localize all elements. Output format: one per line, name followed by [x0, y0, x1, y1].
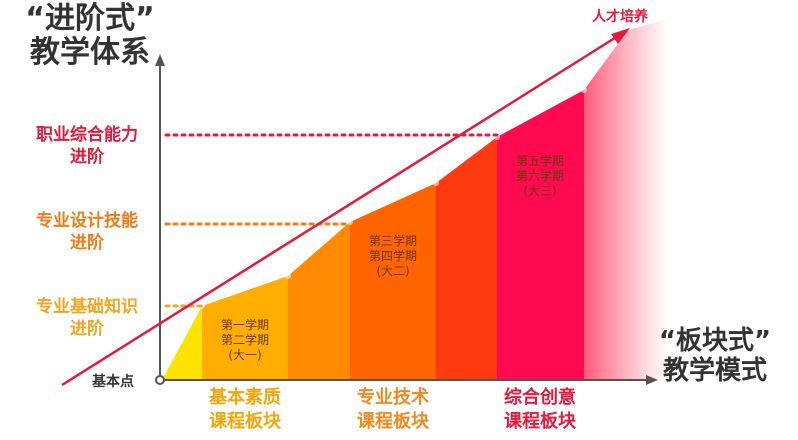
semester-year3-line1: 第五学期: [515, 154, 564, 168]
level-label-foundation-line1: 专业基础知识: [36, 297, 138, 317]
origin-label: 基本点: [92, 374, 134, 390]
mode-title-line2: 教学模式: [662, 356, 767, 386]
semester-label-year2: 第三学期 第四学期 (大二): [353, 234, 433, 279]
level-label-career-line1: 职业综合能力: [36, 125, 138, 145]
semester-label-year3: 第五学期 第六学期 (大三): [500, 154, 580, 199]
level-label-skill: 专业设计技能 进阶: [12, 210, 162, 254]
area-segment-4: [350, 183, 436, 380]
module-basic-line2: 课程板块: [209, 411, 281, 432]
semester-year2-line2: 第四学期: [368, 249, 417, 263]
semester-label-year1: 第一学期 第二学期 (大一): [205, 318, 285, 363]
area-segment-6: [497, 90, 584, 380]
talent-cultivation-label: 人才培养: [592, 9, 648, 25]
mode-title: “板块式” 教学模式: [640, 326, 790, 386]
semester-year2-line3: (大二): [376, 264, 410, 278]
module-label-creative: 综合创意 课程板块: [480, 386, 600, 434]
semester-year2-line1: 第三学期: [368, 234, 417, 248]
module-label-basic: 基本素质 课程板块: [185, 386, 305, 434]
growth-arrow-line: [61, 34, 619, 387]
semester-year1-line2: 第二学期: [220, 333, 269, 347]
module-creative-line2: 课程板块: [504, 411, 576, 432]
module-professional-line1: 专业技术: [357, 387, 429, 408]
level-label-foundation-line2: 进阶: [70, 319, 104, 339]
mode-title-line1: “板块式”: [658, 326, 772, 356]
level-label-skill-line2: 进阶: [70, 233, 104, 253]
area-segment-5: [436, 137, 497, 380]
module-basic-line1: 基本素质: [209, 387, 281, 408]
system-title-line1: “进阶式”: [25, 1, 155, 36]
area-segment-2: [202, 276, 288, 380]
semester-year1-line1: 第一学期: [220, 318, 269, 332]
semester-year3-line3: (大三): [523, 184, 557, 198]
module-creative-line1: 综合创意: [504, 387, 576, 408]
y-axis-arrowhead: [155, 54, 165, 66]
growth-arrow-head: [611, 28, 630, 44]
x-axis-arrowhead: [646, 375, 658, 385]
module-label-professional: 专业技术 课程板块: [333, 386, 453, 434]
origin-point: [155, 375, 165, 385]
area-segment-1: [162, 306, 202, 380]
semester-year1-line3: (大一): [228, 348, 262, 362]
level-label-career-line2: 进阶: [70, 147, 104, 167]
system-title: “进阶式” 教学体系: [20, 2, 160, 70]
area-fade-segment: [584, 20, 665, 380]
level-label-career: 职业综合能力 进阶: [12, 124, 162, 168]
area-segment-3: [288, 222, 350, 380]
level-label-skill-line1: 专业设计技能: [36, 211, 138, 231]
system-title-line2: 教学体系: [30, 35, 150, 70]
level-label-foundation: 专业基础知识 进阶: [12, 296, 162, 340]
module-professional-line2: 课程板块: [357, 411, 429, 432]
semester-year3-line2: 第六学期: [515, 169, 564, 183]
